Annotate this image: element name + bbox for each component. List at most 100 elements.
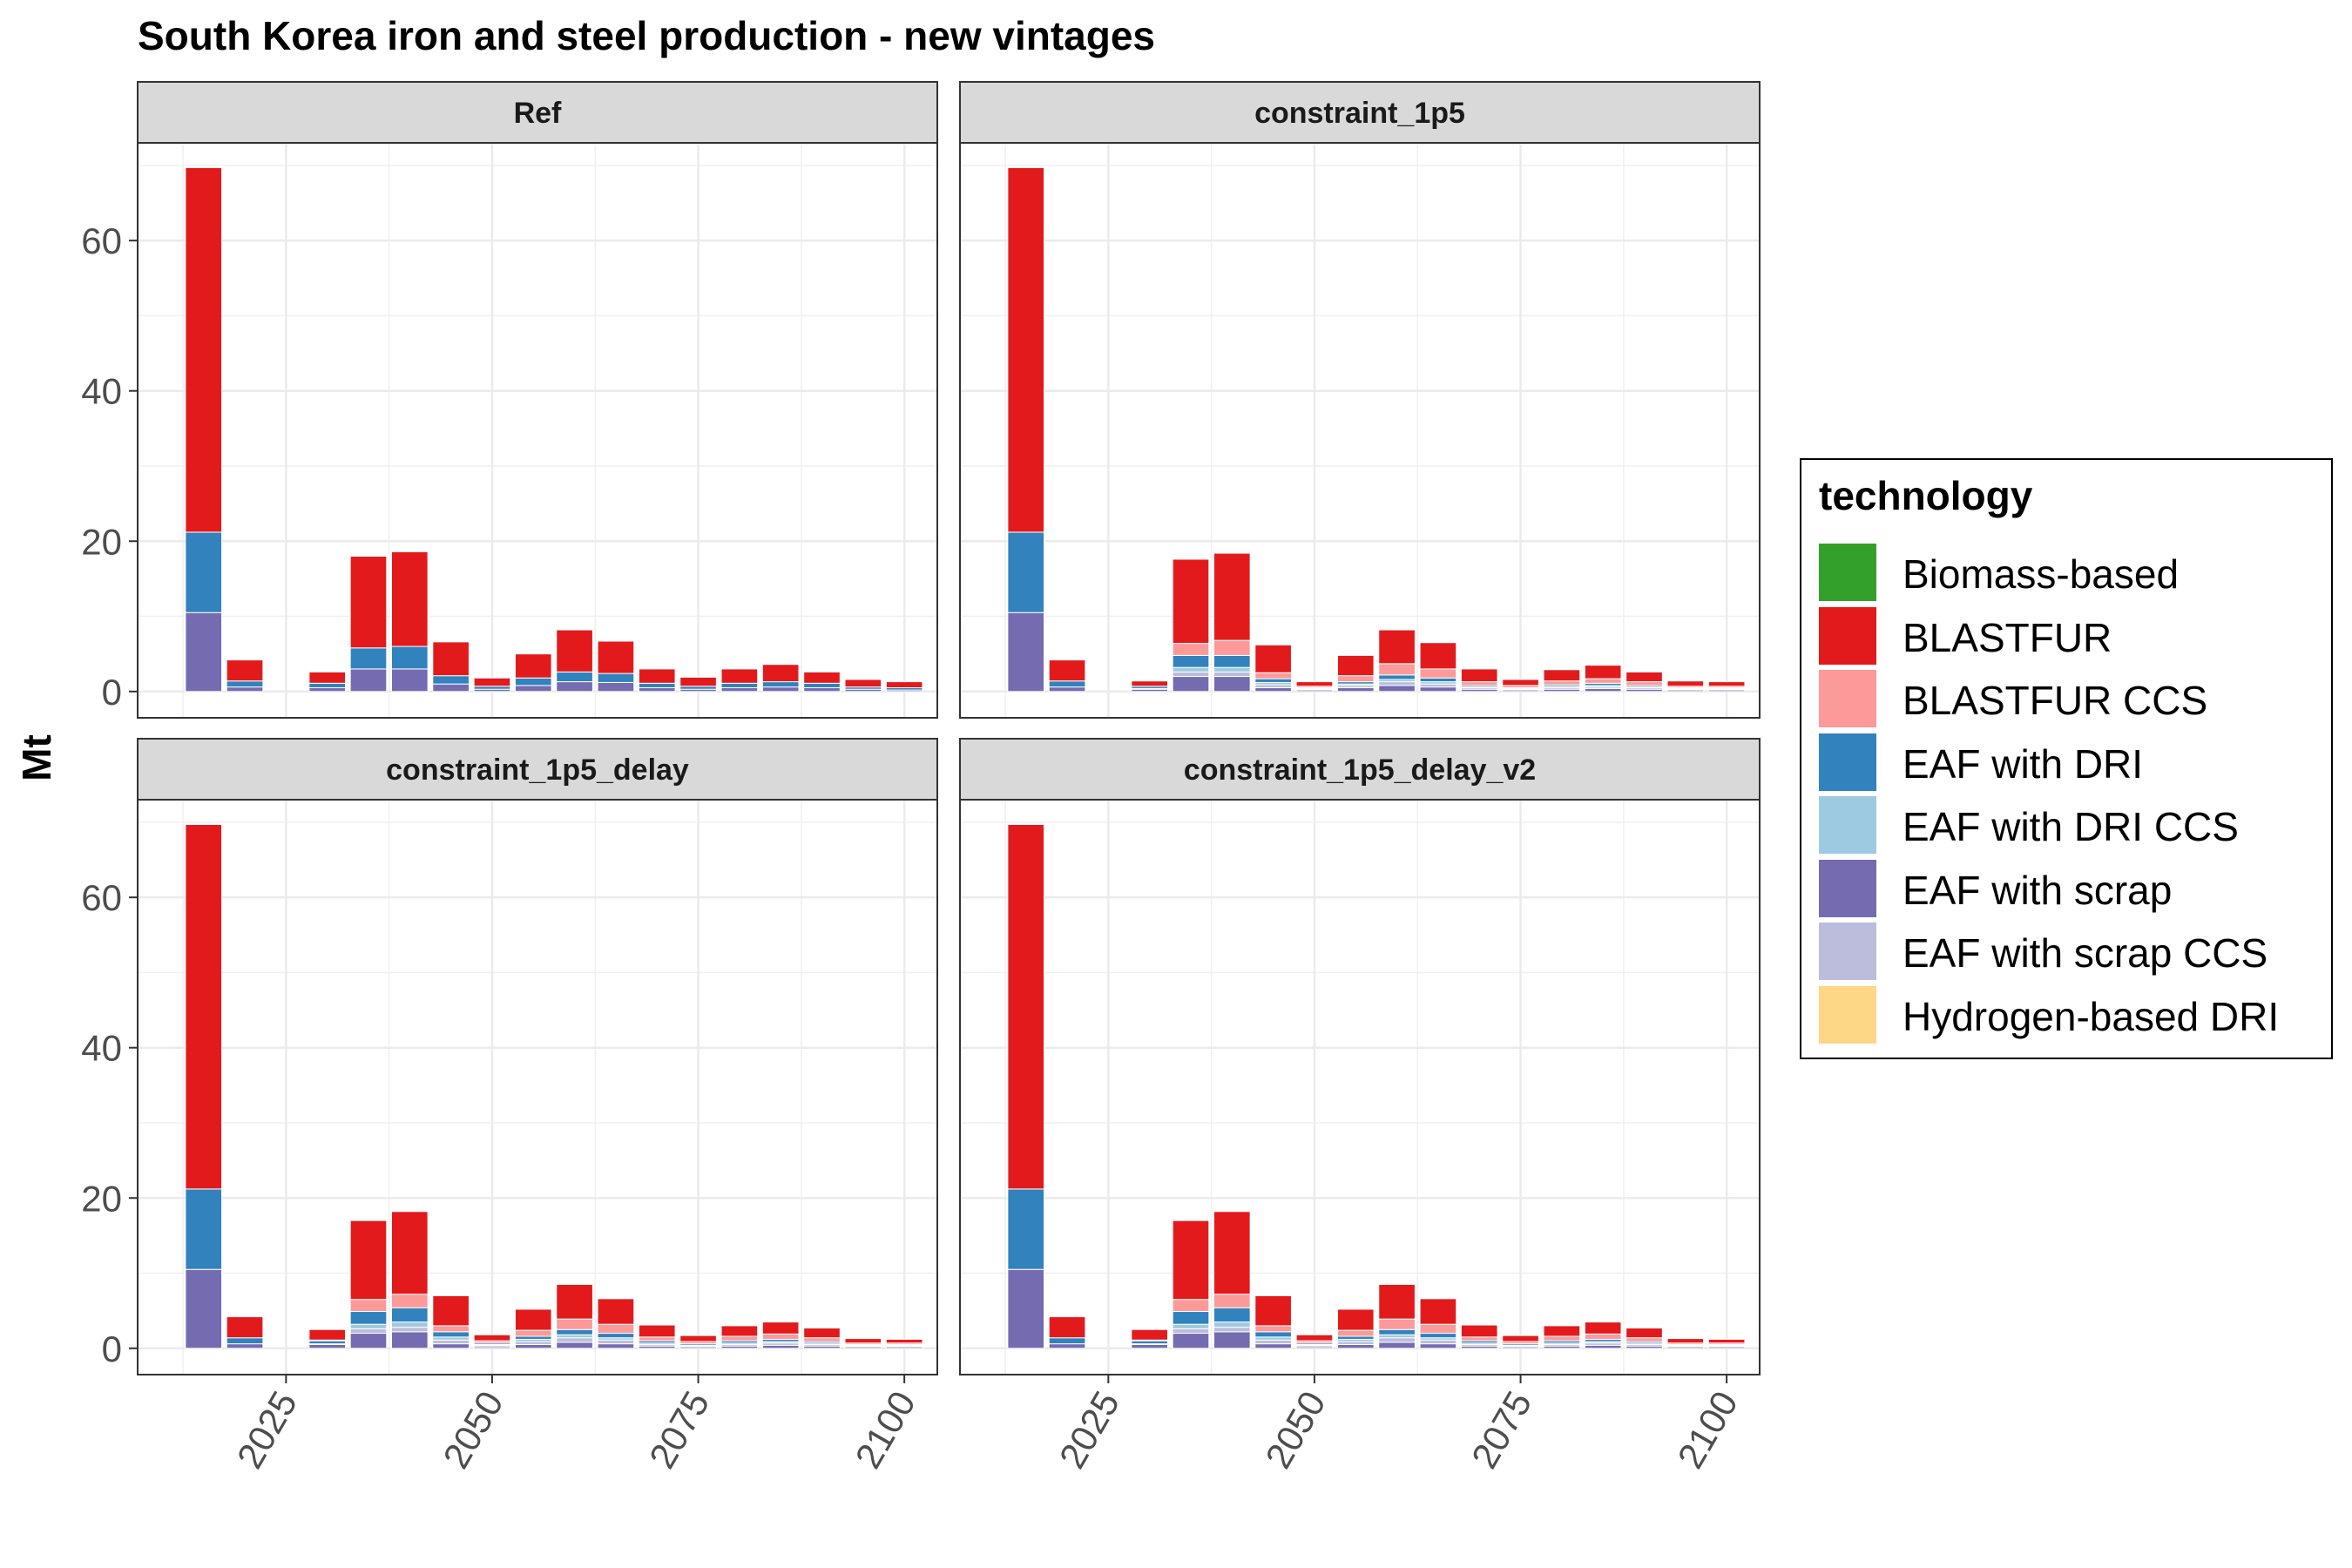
panel-border — [959, 142, 1761, 719]
bar-eaf-with-scrap-2045 — [432, 683, 470, 693]
bar-eaf-with-dri-2065 — [597, 672, 635, 683]
bar-eaf-with-dri-ccs-2045 — [1254, 1336, 1292, 1341]
bar-blastfur-ccs-2045 — [1254, 672, 1292, 679]
bar-blastfur-2045 — [1254, 644, 1292, 673]
bar-eaf-with-scrap-ccs-2065 — [1419, 1339, 1457, 1345]
bar-blastfur-2050 — [1295, 1334, 1334, 1342]
y-tick-label: 0 — [102, 1328, 122, 1369]
bar-eaf-with-dri-2035 — [1172, 1311, 1210, 1325]
bar-eaf-with-scrap-2055 — [1336, 1343, 1375, 1349]
bar-blastfur-2085 — [1584, 665, 1622, 679]
bar-blastfur-2060 — [556, 1283, 593, 1320]
panel-border — [137, 799, 938, 1375]
bar-eaf-with-dri-2020 — [1048, 1337, 1086, 1345]
bar-blastfur-ccs-2065 — [1419, 1323, 1457, 1335]
x-tick-label: 2100 — [848, 1384, 923, 1475]
bar-eaf-with-scrap-2035 — [349, 1333, 388, 1349]
bar-eaf-with-scrap-2020 — [1048, 686, 1086, 693]
bar-blastfur-ccs-2045 — [1254, 1325, 1292, 1333]
bar-eaf-with-dri-ccs-2035 — [1172, 666, 1210, 672]
bar-blastfur-2095 — [1666, 1338, 1705, 1344]
bar-eaf-with-dri-2020 — [226, 680, 264, 688]
y-tick-label: 40 — [81, 1028, 122, 1069]
bar-eaf-with-dri-ccs-2040 — [1213, 666, 1251, 672]
panel-border — [959, 799, 1761, 1375]
bar-eaf-with-dri-ccs-2040 — [390, 1321, 429, 1328]
bar-eaf-with-scrap-2065 — [1419, 1343, 1457, 1349]
x-tick-label: 2025 — [229, 1384, 305, 1475]
bar-eaf-with-scrap-2085 — [761, 686, 800, 693]
bar-eaf-with-dri-2040 — [390, 645, 429, 670]
bar-eaf-with-scrap-2085 — [1584, 1344, 1622, 1349]
bar-eaf-with-dri-2020 — [226, 1337, 264, 1345]
bar-blastfur-2045 — [432, 1294, 470, 1327]
legend-item-blastfur-ccs: BLASTFUR CCS — [1819, 670, 2324, 727]
panel-border — [137, 142, 938, 719]
bar-eaf-with-scrap-2020 — [226, 1343, 264, 1349]
legend-item-eaf-with-dri-ccs: EAF with DRI CCS — [1819, 796, 2324, 854]
bar-eaf-with-scrap-2030 — [1131, 1343, 1168, 1349]
bar-blastfur-2015 — [185, 823, 223, 1190]
bar-eaf-with-dri-2065 — [597, 1333, 635, 1339]
legend-swatch — [1819, 923, 1876, 980]
bar-blastfur-2080 — [1543, 669, 1581, 682]
panel-background — [138, 143, 937, 718]
bar-eaf-with-scrap-ccs-2065 — [597, 1339, 635, 1345]
bar-blastfur-ccs-2065 — [597, 1323, 635, 1335]
panel-background — [960, 143, 1760, 718]
bar-eaf-with-dri-ccs-2035 — [1172, 1323, 1210, 1329]
bar-blastfur-2060 — [1378, 629, 1416, 665]
legend-swatch — [1819, 606, 1876, 665]
bar-eaf-with-scrap-2060 — [1378, 685, 1416, 693]
bar-eaf-with-scrap-2015 — [1007, 1268, 1045, 1349]
bar-blastfur-ccs-2090 — [1625, 681, 1663, 686]
bar-eaf-with-dri-2085 — [761, 681, 800, 688]
panel-strip — [959, 81, 1761, 144]
legend-item-blastfur: BLASTFUR — [1819, 606, 2324, 665]
bar-blastfur-ccs-2085 — [1584, 1333, 1622, 1340]
bar-blastfur-2070 — [638, 1324, 676, 1338]
bar-eaf-with-scrap-ccs-2045 — [1254, 1339, 1292, 1345]
bar-eaf-with-dri-2060 — [556, 1328, 593, 1335]
bar-blastfur-ccs-2085 — [1584, 678, 1622, 684]
bar-blastfur-2070 — [1460, 668, 1498, 683]
bar-blastfur-2065 — [597, 640, 635, 674]
legend-item-hydrogen-based-dri: Hydrogen-based DRI — [1819, 985, 2324, 1044]
bar-eaf-with-scrap-2035 — [1172, 1333, 1210, 1349]
bar-blastfur-2020 — [1048, 659, 1086, 682]
bar-eaf-with-dri-2070 — [638, 682, 676, 688]
y-axis-title: Mt — [14, 734, 59, 781]
bar-eaf-with-dri-2015 — [1007, 1188, 1045, 1270]
bar-eaf-with-dri-2040 — [1213, 1307, 1251, 1323]
bar-eaf-with-scrap-2055 — [1336, 686, 1375, 693]
bar-eaf-with-scrap-ccs-2035 — [349, 1328, 388, 1335]
bar-blastfur-2015 — [1007, 166, 1045, 533]
panel-strip-label: constraint_1p5_delay — [386, 754, 689, 787]
bar-eaf-with-dri-2045 — [432, 1331, 470, 1338]
bar-eaf-with-scrap-2060 — [556, 1342, 593, 1349]
panel-strip — [959, 738, 1761, 801]
panel-ref: Ref 0 20 40 60 — [81, 81, 938, 719]
legend-label: BLASTFUR CCS — [1903, 678, 2208, 723]
bar-blastfur-2100 — [885, 681, 923, 688]
bar-eaf-with-scrap-ccs-2040 — [1213, 1327, 1251, 1333]
bar-eaf-with-dri-ccs-2045 — [432, 1336, 470, 1341]
legend-label: EAF with scrap CCS — [1903, 930, 2268, 976]
panel-background — [960, 800, 1760, 1375]
bar-eaf-with-scrap-2040 — [1213, 1331, 1251, 1349]
bar-blastfur-2085 — [761, 664, 800, 683]
bar-blastfur-2050 — [473, 1334, 511, 1342]
bar-blastfur-2090 — [803, 671, 841, 684]
bar-eaf-with-dri-2035 — [349, 647, 388, 670]
bar-eaf-with-scrap-2020 — [226, 686, 264, 693]
bar-blastfur-ccs-2035 — [1172, 1299, 1210, 1313]
bar-eaf-with-scrap-2040 — [390, 668, 429, 693]
bar-blastfur-2070 — [638, 668, 676, 684]
bar-blastfur-2100 — [1707, 1338, 1746, 1344]
bar-eaf-with-scrap-ccs-2055 — [1336, 1341, 1375, 1345]
bar-blastfur-2065 — [1419, 642, 1457, 670]
bar-blastfur-2030 — [308, 671, 346, 684]
bar-eaf-with-scrap-ccs-2045 — [1254, 684, 1292, 688]
bar-eaf-with-scrap-2015 — [185, 612, 223, 693]
bar-eaf-with-scrap-2065 — [597, 1343, 635, 1349]
